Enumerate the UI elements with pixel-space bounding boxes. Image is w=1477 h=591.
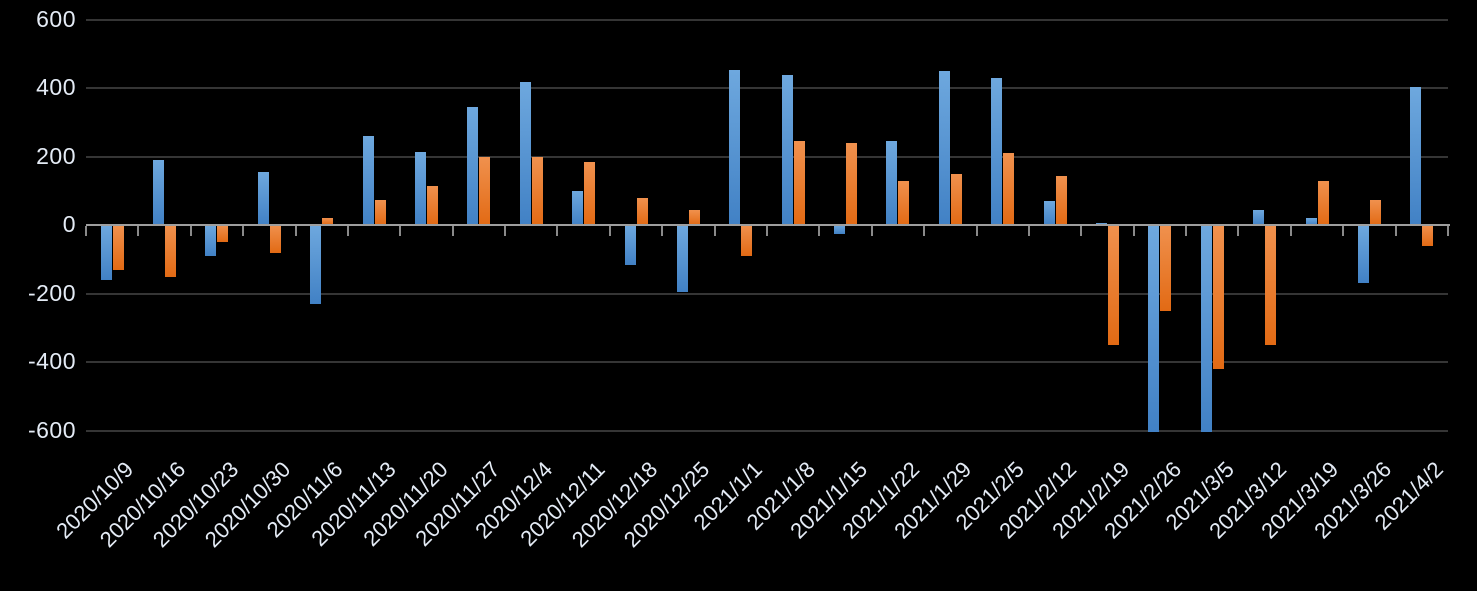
bar-series-blue-2020/11/13[interactable]	[362, 136, 374, 226]
x-axis-tick	[556, 226, 559, 237]
bar-series-blue-2020/11/6[interactable]	[310, 225, 322, 304]
bar-series-orange-2020/11/13[interactable]	[374, 199, 386, 226]
bar-series-blue-2021/2/5[interactable]	[991, 78, 1003, 226]
x-axis-tick	[1027, 226, 1030, 237]
y-axis-label--200: -200	[27, 279, 76, 306]
y-axis-label-600: 600	[36, 6, 76, 32]
bar-series-blue-2021/3/19[interactable]	[1305, 218, 1317, 226]
bar-series-blue-2020/10/30[interactable]	[257, 172, 269, 226]
x-axis-tick	[1132, 226, 1135, 237]
x-axis-tick	[137, 226, 140, 237]
bar-series-orange-2020/12/18[interactable]	[636, 197, 648, 226]
x-axis-tick	[346, 226, 349, 237]
x-axis-tick	[1080, 226, 1083, 237]
x-axis-tick	[1237, 226, 1240, 237]
bar-series-blue-2020/12/11[interactable]	[572, 191, 584, 226]
bar-series-orange-2021/3/19[interactable]	[1317, 180, 1329, 226]
bar-series-blue-2021/4/2[interactable]	[1410, 86, 1422, 226]
bar-series-orange-2021/1/22[interactable]	[898, 180, 910, 226]
bar-series-blue-2021/3/26[interactable]	[1357, 225, 1369, 284]
bar-series-orange-2020/12/25[interactable]	[688, 209, 700, 226]
bar-series-blue-2021/1/22[interactable]	[886, 141, 898, 226]
x-axis-tick	[189, 226, 192, 237]
bar-series-orange-2021/3/5[interactable]	[1212, 225, 1224, 369]
bar-series-blue-2020/11/20[interactable]	[415, 151, 426, 226]
bar-series-blue-2021/1/1[interactable]	[729, 69, 741, 226]
y-axis-label-400: 400	[36, 74, 76, 101]
x-axis-tick	[451, 226, 454, 237]
x-axis-tick	[294, 226, 297, 237]
x-axis-tick	[661, 226, 664, 237]
bar-series-orange-2021/1/1[interactable]	[741, 225, 753, 257]
bar-series-blue-2021/1/15[interactable]	[834, 225, 846, 234]
bar-series-orange-2021/2/12[interactable]	[1055, 175, 1067, 226]
bar-series-orange-2021/4/2[interactable]	[1422, 225, 1434, 246]
bar-series-orange-2021/1/29[interactable]	[950, 173, 962, 226]
bar-series-blue-2021/3/5[interactable]	[1200, 225, 1212, 433]
x-axis-tick	[818, 226, 821, 237]
bar-series-orange-2021/3/26[interactable]	[1369, 199, 1381, 226]
x-axis-tick	[766, 226, 768, 237]
bar-series-blue-2020/12/18[interactable]	[624, 225, 636, 265]
x-axis-line	[86, 224, 1450, 227]
gridline-200	[86, 155, 1448, 158]
y-axis-label-200: 200	[36, 142, 76, 169]
bar-series-orange-2021/3/12[interactable]	[1265, 225, 1277, 345]
bar-series-orange-2021/2/19[interactable]	[1108, 225, 1119, 345]
bar-series-blue-2021/2/26[interactable]	[1148, 225, 1160, 433]
bar-series-orange-2021/1/8[interactable]	[793, 141, 805, 226]
x-axis-tick	[1447, 226, 1449, 237]
x-axis-tick	[923, 226, 926, 237]
bar-series-blue-2020/10/9[interactable]	[100, 225, 112, 280]
bar-series-blue-2021/1/8[interactable]	[781, 74, 793, 226]
x-axis-tick	[242, 226, 245, 237]
bar-series-blue-2020/12/4[interactable]	[519, 81, 531, 226]
bar-series-orange-2020/12/4[interactable]	[531, 156, 543, 226]
bar-series-orange-2020/11/20[interactable]	[427, 185, 438, 226]
gridline-400	[86, 87, 1448, 90]
bar-series-orange-2021/2/5[interactable]	[1003, 153, 1015, 226]
x-axis-tick	[85, 226, 87, 237]
x-axis-tick	[1185, 226, 1188, 237]
bar-series-orange-2021/1/15[interactable]	[846, 143, 858, 226]
y-axis-label--600: -600	[27, 416, 76, 443]
y-axis-label--400: -400	[27, 348, 76, 375]
x-axis-tick	[1394, 226, 1397, 237]
bar-series-blue-2021/3/12[interactable]	[1253, 209, 1265, 226]
gridline--200	[86, 292, 1448, 295]
bar-series-orange-2020/10/16[interactable]	[165, 225, 177, 277]
gridline--600	[86, 429, 1448, 432]
bar-series-blue-2021/1/29[interactable]	[938, 71, 950, 226]
bar-series-blue-2020/11/27[interactable]	[467, 107, 479, 226]
x-axis-tick	[504, 226, 507, 237]
bar-series-blue-2021/2/12[interactable]	[1043, 201, 1055, 226]
x-axis-tick	[399, 226, 402, 237]
y-axis-label-0: 0	[62, 211, 76, 238]
bar-series-orange-2020/11/6[interactable]	[322, 218, 334, 226]
x-axis-tick	[975, 226, 978, 237]
bar-series-orange-2020/11/27[interactable]	[479, 156, 491, 226]
x-axis-tick	[713, 226, 716, 237]
x-axis-tick	[1342, 226, 1345, 237]
bar-series-orange-2021/2/26[interactable]	[1160, 225, 1172, 311]
bar-series-blue-2020/12/25[interactable]	[676, 225, 688, 292]
bar-series-blue-2020/10/16[interactable]	[153, 160, 165, 226]
gridline-600	[86, 19, 1448, 21]
gridline--400	[86, 361, 1448, 364]
bar-series-orange-2020/10/23[interactable]	[217, 225, 229, 243]
x-axis-tick	[870, 226, 873, 237]
bar-series-orange-2020/10/9[interactable]	[112, 225, 124, 270]
bar-series-orange-2020/12/11[interactable]	[584, 161, 596, 226]
bar-series-orange-2020/10/30[interactable]	[269, 225, 281, 253]
x-axis-tick	[608, 226, 611, 237]
x-axis-tick	[1289, 226, 1292, 237]
bar-series-blue-2020/10/23[interactable]	[205, 225, 217, 257]
